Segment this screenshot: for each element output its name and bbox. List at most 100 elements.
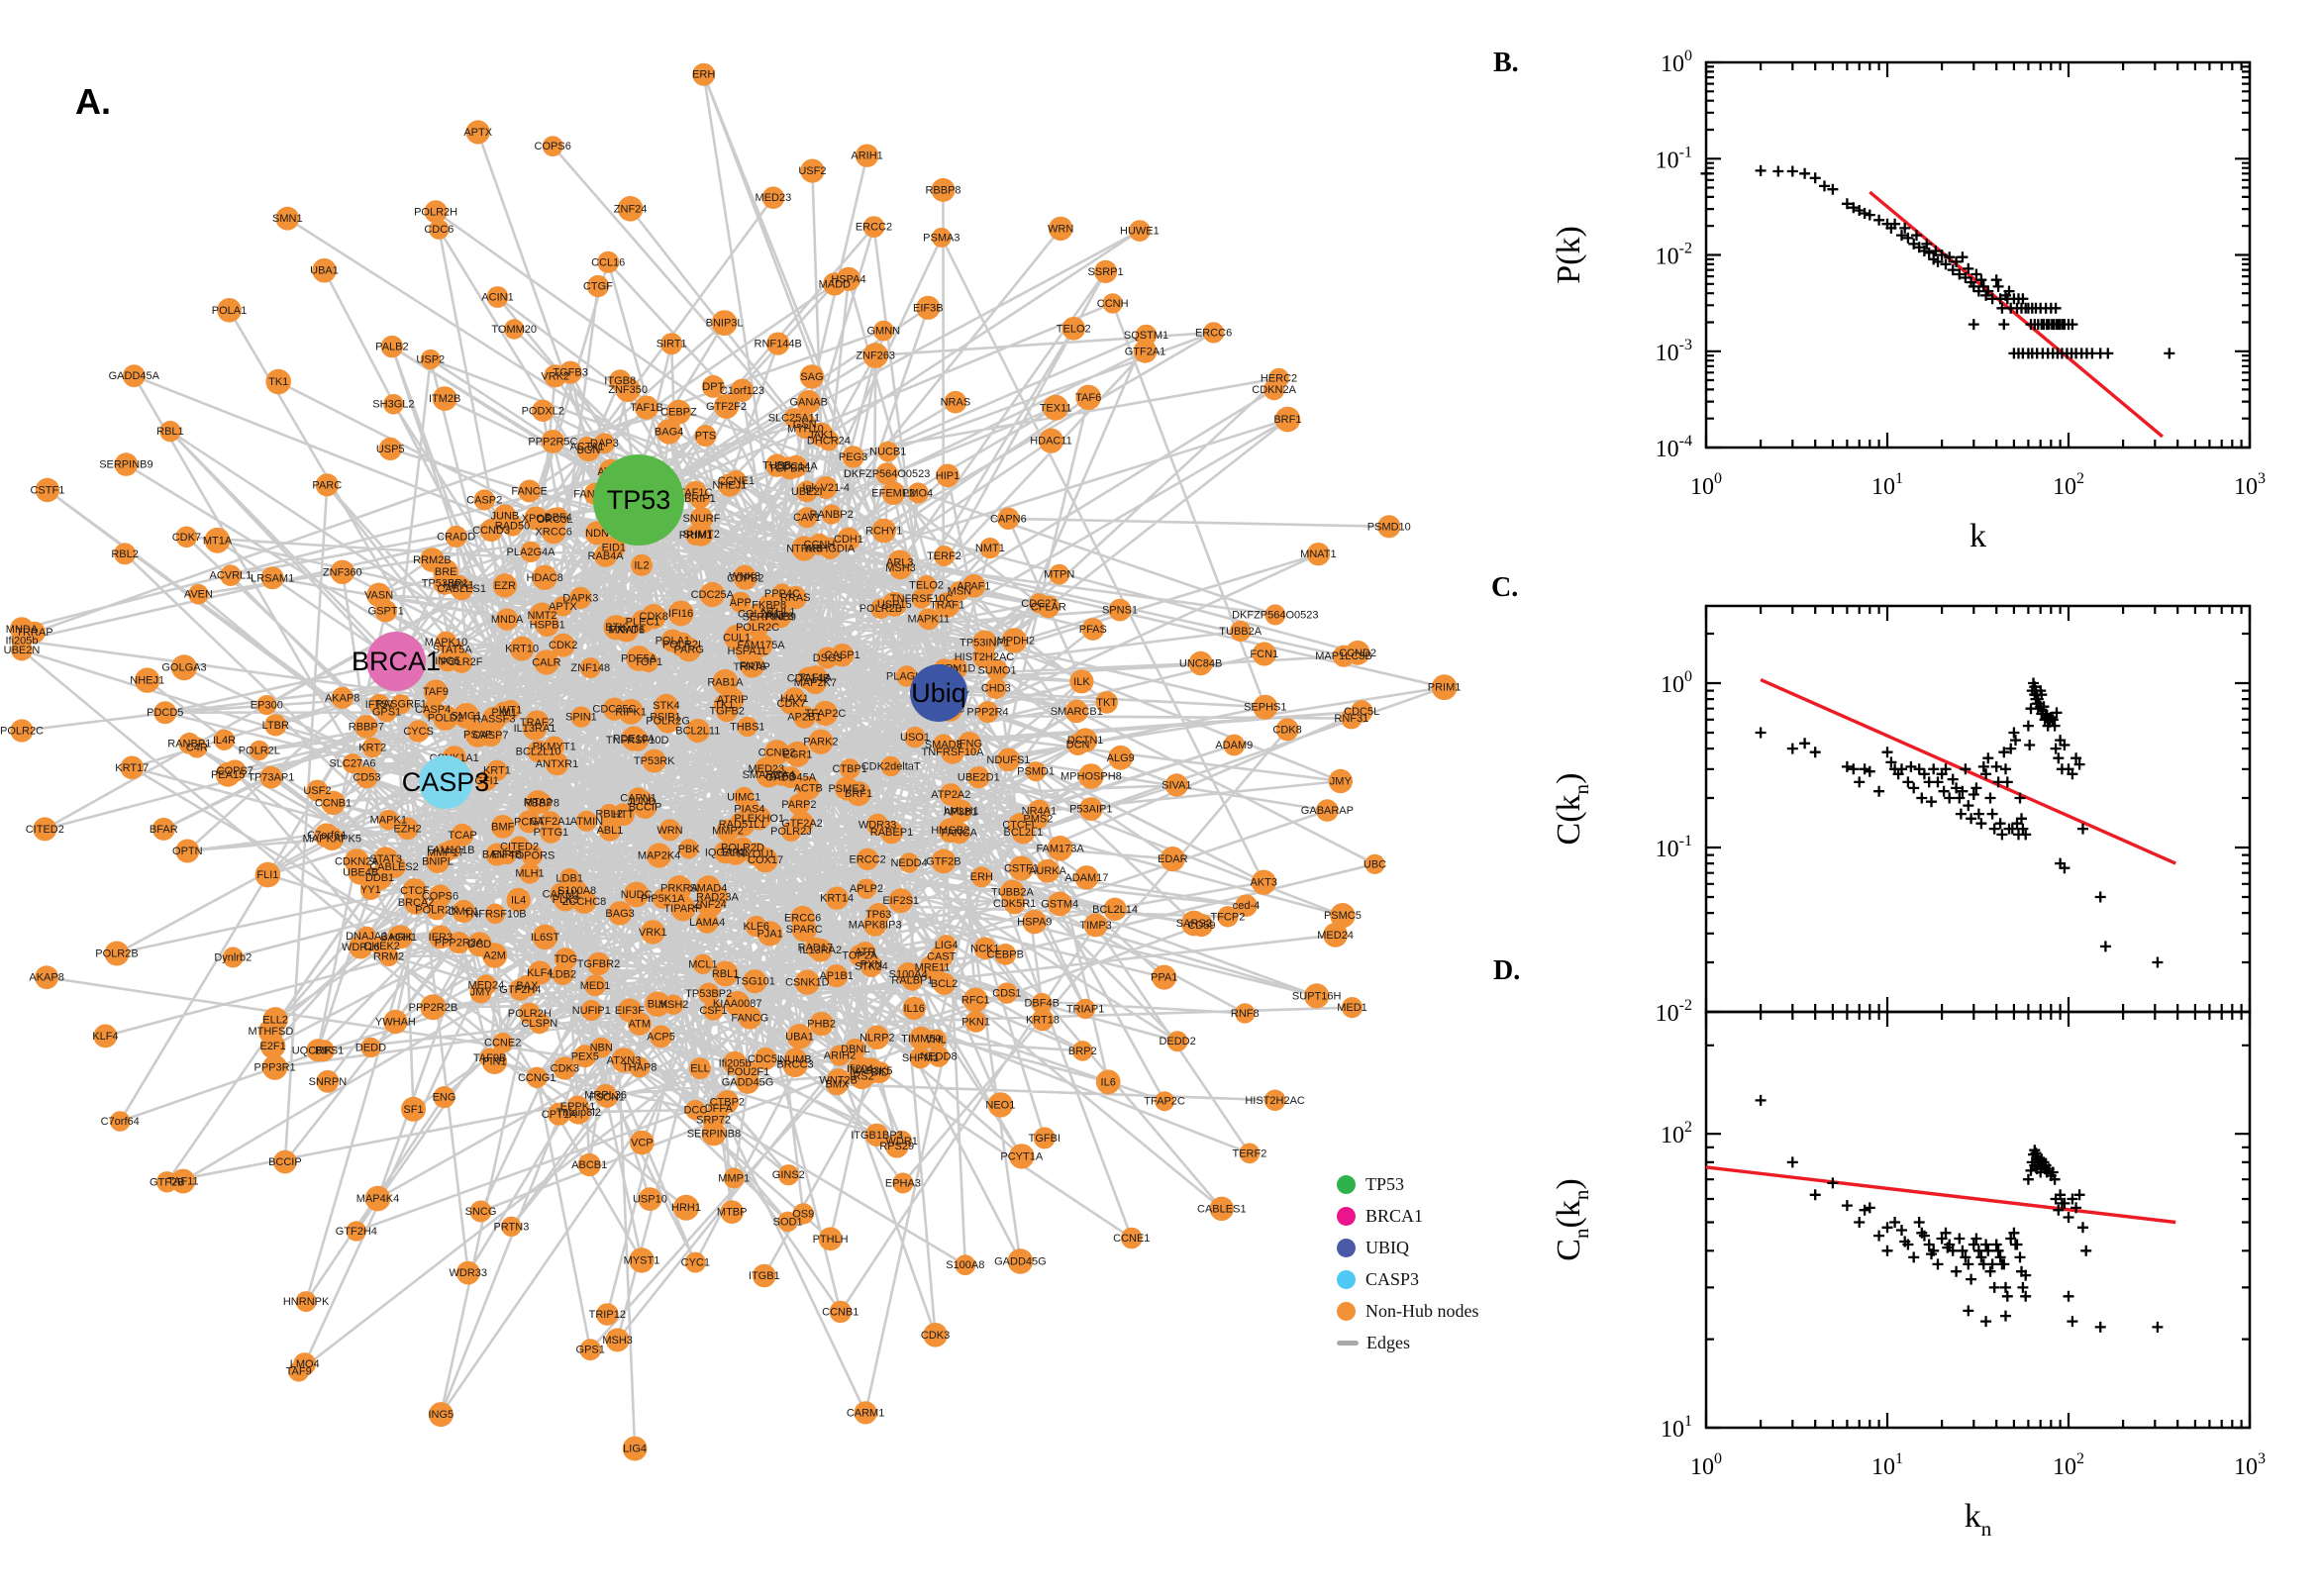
gene-label: MRE11 bbox=[915, 962, 951, 974]
non-hub-node bbox=[816, 647, 839, 669]
non-hub-node bbox=[1095, 1069, 1121, 1095]
non-hub-node bbox=[1094, 259, 1118, 283]
non-hub-node bbox=[703, 1000, 724, 1021]
legend-item-tp53: TP53 bbox=[1337, 1168, 1479, 1200]
non-hub-node bbox=[670, 895, 696, 922]
non-hub-node bbox=[493, 504, 517, 528]
gene-label: COPS7 bbox=[217, 765, 253, 777]
gene-label: MSH3 bbox=[602, 1335, 633, 1347]
hub-ubiq: Ubiq bbox=[910, 664, 967, 722]
gene-label: Ifi205b bbox=[5, 635, 38, 647]
gene-label: PPA1 bbox=[1151, 972, 1177, 984]
gene-label: RAD51L1 bbox=[719, 819, 766, 831]
gene-label: KRT17 bbox=[115, 762, 149, 774]
non-hub-node bbox=[808, 729, 834, 754]
gene-label: S100A8 bbox=[946, 1259, 984, 1271]
legend-edge-swatch bbox=[1337, 1340, 1359, 1346]
gene-label: DPT bbox=[702, 381, 724, 393]
gene-label: CCND2 bbox=[1339, 648, 1376, 659]
gene-label: LIG4 bbox=[935, 940, 959, 951]
gene-label: POLD2 bbox=[428, 713, 463, 725]
gene-label: RBBP8 bbox=[524, 797, 559, 809]
non-hub-node bbox=[565, 1100, 591, 1125]
gene-label: ARIH2 bbox=[824, 1050, 856, 1062]
gene-label: IER3 bbox=[429, 932, 453, 944]
gene-label: WRN bbox=[656, 825, 682, 837]
plot-D: 100 101 102 103 102 101 kn Cn(kn) bbox=[1551, 1010, 2266, 1541]
gene-label: NTHL1 bbox=[761, 606, 796, 618]
non-hub-node bbox=[452, 899, 475, 924]
gene-label: NHEJ1 bbox=[130, 675, 164, 687]
gene-label: CRADD bbox=[437, 531, 475, 543]
non-hub-node bbox=[783, 586, 807, 610]
gene-label: IL13RA1 bbox=[514, 723, 556, 735]
gene-label: MMP1 bbox=[718, 1172, 750, 1184]
gene-label: MTHFSD bbox=[248, 1026, 293, 1038]
non-hub-node bbox=[597, 250, 620, 273]
non-hub-node bbox=[928, 1046, 950, 1067]
gene-label: TRAF1 bbox=[930, 600, 964, 612]
non-hub-node bbox=[792, 705, 816, 729]
gene-label: AP2B1 bbox=[787, 712, 821, 724]
non-hub-node bbox=[577, 1152, 601, 1177]
gene-label: EPPK1 bbox=[560, 1101, 595, 1113]
gene-label: TK1 bbox=[714, 699, 734, 711]
non-hub-node bbox=[104, 941, 130, 966]
gene-label: C7orf64 bbox=[101, 1116, 140, 1128]
non-hub-node bbox=[1188, 650, 1213, 676]
gene-label: CCNH bbox=[1097, 298, 1129, 310]
non-hub-node bbox=[749, 633, 773, 657]
gene-label: TOP2A bbox=[842, 950, 878, 962]
non-hub-node bbox=[748, 603, 769, 625]
non-hub-node bbox=[829, 1045, 851, 1066]
gene-label: GTF2H4 bbox=[336, 1226, 377, 1238]
non-hub-node bbox=[402, 878, 427, 903]
gene-label: MSN bbox=[948, 586, 972, 598]
gene-label: SLC27A6 bbox=[329, 758, 375, 770]
gene-label: EPHA3 bbox=[885, 1177, 921, 1189]
non-hub-node bbox=[175, 839, 200, 863]
gene-label: HDAC11 bbox=[1030, 436, 1072, 448]
gene-label: AKT3 bbox=[1250, 877, 1277, 889]
gene-label: MYST1 bbox=[624, 1254, 660, 1266]
non-hub-node bbox=[753, 848, 778, 873]
gene-label: TGFB2 bbox=[709, 705, 744, 717]
non-hub-node bbox=[558, 360, 582, 384]
gene-label: BRIP1 bbox=[684, 493, 716, 505]
gene-label: ZNF263 bbox=[856, 350, 895, 362]
non-hub-node bbox=[204, 527, 231, 553]
non-hub-node bbox=[1031, 1008, 1055, 1032]
gene-label: BTK bbox=[605, 622, 627, 634]
gene-label: SPIN1 bbox=[565, 712, 597, 724]
gene-label: TGFBI bbox=[1029, 1133, 1060, 1145]
gene-label: RBL1 bbox=[712, 968, 740, 980]
non-hub-node bbox=[186, 737, 208, 758]
gene-label: ITGB1 bbox=[749, 1270, 780, 1282]
gene-label: RIPK1 bbox=[615, 706, 647, 718]
gene-label: GINS2 bbox=[772, 1169, 805, 1181]
non-hub-node bbox=[973, 937, 997, 960]
non-hub-node bbox=[791, 916, 817, 943]
x-tick-label: 100 bbox=[1690, 1450, 1722, 1480]
gene-label: CDS1 bbox=[992, 988, 1021, 1000]
gene-label: STAT3 bbox=[369, 853, 402, 865]
gene-label: ZNF350 bbox=[608, 384, 648, 396]
gene-label: BIK bbox=[315, 1046, 333, 1057]
non-hub-node bbox=[979, 538, 1001, 559]
gene-label: SARS2 bbox=[1176, 918, 1212, 930]
non-hub-node bbox=[1078, 763, 1104, 789]
non-hub-node bbox=[1263, 1089, 1286, 1112]
non-hub-node bbox=[796, 775, 821, 801]
gene-label: PSMD1 bbox=[1017, 766, 1055, 778]
gene-label: POLR2K bbox=[415, 904, 458, 916]
non-hub-node bbox=[630, 1130, 655, 1155]
gene-label: VHL bbox=[925, 1035, 946, 1047]
non-hub-node bbox=[923, 1323, 948, 1347]
gene-label: ITGB1BP3 bbox=[851, 1130, 903, 1142]
gene-label: RBBP7 bbox=[349, 721, 384, 733]
gene-label: ZCCHC8 bbox=[562, 896, 607, 908]
non-hub-node bbox=[652, 888, 673, 909]
gene-label: DEDD bbox=[355, 1042, 386, 1053]
non-hub-node bbox=[1081, 618, 1105, 641]
gene-label: Ifi205b bbox=[719, 1057, 752, 1069]
